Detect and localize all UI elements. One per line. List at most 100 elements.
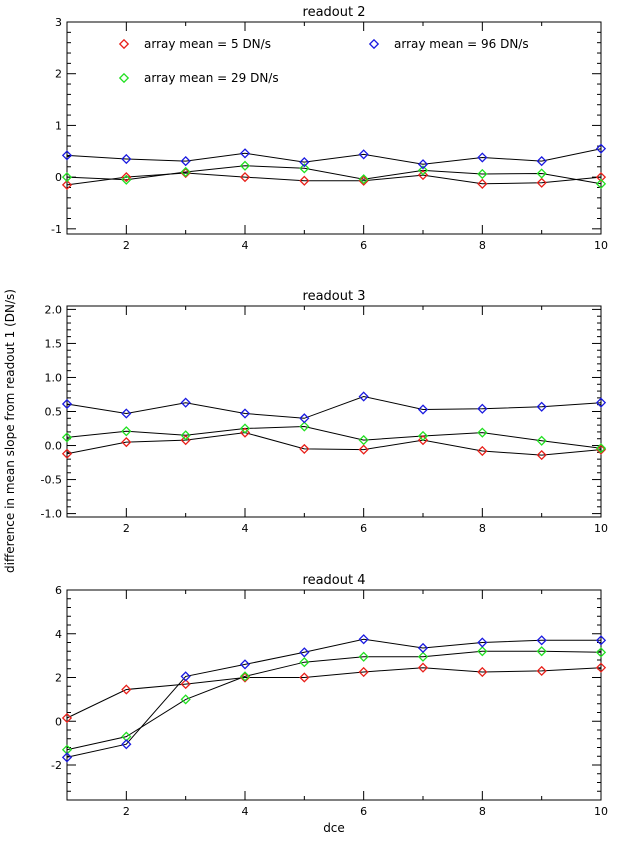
data-point <box>417 642 429 654</box>
y-tick-label: 0 <box>55 171 62 184</box>
data-point <box>595 444 607 455</box>
y-tick-label: 2.0 <box>45 303 63 316</box>
data-point <box>299 413 310 424</box>
data-point <box>595 178 607 189</box>
legend-label: array mean = 96 DN/s <box>394 37 529 51</box>
data-point <box>121 437 132 448</box>
data-point <box>299 421 310 432</box>
data-point <box>239 408 251 419</box>
y-tick-label: 0 <box>55 715 62 728</box>
data-point <box>61 752 73 763</box>
series-line <box>66 395 602 419</box>
data-point <box>536 435 547 446</box>
data-point <box>595 647 607 658</box>
y-tick-label: 4 <box>55 628 62 641</box>
series-line <box>66 650 602 751</box>
data-point <box>299 443 310 455</box>
data-point <box>536 665 547 677</box>
data-point <box>299 672 310 683</box>
legend: array mean = 5 DN/s array mean = 29 DN/s a… <box>118 37 529 85</box>
data-point <box>358 444 369 455</box>
series-line <box>66 165 602 185</box>
data-point <box>180 678 191 690</box>
data-point <box>358 434 369 446</box>
data-point <box>121 739 132 750</box>
y-tick-label: 6 <box>55 584 62 597</box>
data-point <box>536 177 547 188</box>
data-point <box>417 662 429 673</box>
panel-readout-2: readout 2 2 4 6 8 10 -1 0 1 2 3 <box>51 5 608 252</box>
data-point <box>239 659 251 670</box>
legend-marker <box>118 38 130 50</box>
legend-label: array mean = 29 DN/s <box>144 71 279 85</box>
data-point <box>299 157 310 168</box>
y-tick-label: 1.0 <box>45 371 63 384</box>
y-tick-label: -2 <box>51 759 62 772</box>
data-point <box>121 426 132 437</box>
data-point <box>239 172 251 183</box>
data-point <box>239 148 251 159</box>
data-point <box>417 404 429 415</box>
x-tick-label: 10 <box>594 239 608 252</box>
data-point <box>239 160 251 171</box>
data-point <box>477 152 488 163</box>
data-point <box>121 153 132 165</box>
data-point <box>595 635 607 646</box>
data-point <box>417 165 429 176</box>
data-point <box>121 408 132 419</box>
data-point <box>180 397 191 408</box>
data-point <box>536 168 547 179</box>
x-tick-label: 8 <box>479 522 486 535</box>
y-tick-label: 2 <box>55 68 62 81</box>
x-axis-label: dce <box>323 821 345 835</box>
plot-frame <box>66 305 602 518</box>
x-tick-label: 4 <box>242 239 249 252</box>
data-point <box>239 672 251 683</box>
data-point <box>477 168 488 180</box>
series-line <box>66 148 602 165</box>
data-point <box>595 172 607 183</box>
data-point <box>180 430 191 441</box>
data-point <box>358 175 369 186</box>
legend-marker <box>118 72 130 84</box>
x-tick-label: 6 <box>360 805 367 818</box>
y-tick-label: 0.5 <box>45 406 63 419</box>
panel-readout-3: readout 3 2 4 6 8 10 -1.0 -0.5 0.0 0.5 1.0 1.5 2.0 <box>41 289 608 535</box>
data-point <box>299 175 310 186</box>
x-tick-label: 6 <box>360 239 367 252</box>
data-point <box>536 155 547 167</box>
data-point <box>417 651 429 662</box>
panel-readout-4: readout 4 2 4 6 8 10 -2 0 2 4 6 <box>51 573 608 818</box>
data-point <box>477 646 488 657</box>
data-point <box>477 666 488 678</box>
data-point <box>417 169 429 181</box>
x-tick-label: 2 <box>123 805 130 818</box>
legend-label: array mean = 5 DN/s <box>144 37 271 51</box>
plot-frame <box>66 21 602 235</box>
x-tick-label: 2 <box>123 239 130 252</box>
data-point <box>180 694 191 705</box>
data-point <box>299 163 310 174</box>
series-line <box>66 432 602 456</box>
data-point <box>61 150 73 161</box>
data-point <box>358 174 369 185</box>
x-tick-label: 10 <box>594 522 608 535</box>
x-tick-label: 2 <box>123 522 130 535</box>
y-tick-label: 2 <box>55 672 62 685</box>
data-point <box>61 398 73 410</box>
y-tick-label: 1.5 <box>45 337 63 350</box>
y-tick-label: 0.0 <box>45 440 63 453</box>
data-point <box>595 397 607 408</box>
y-tick-label: -0.5 <box>41 474 62 487</box>
x-tick-label: 8 <box>479 239 486 252</box>
data-point <box>477 178 488 189</box>
panel-title: readout 2 <box>303 5 366 20</box>
data-point <box>595 443 607 454</box>
series-line <box>66 425 602 449</box>
data-point <box>358 149 369 160</box>
data-point <box>121 172 132 183</box>
panel-title: readout 4 <box>303 573 366 588</box>
data-point <box>121 174 132 185</box>
data-point <box>61 432 73 443</box>
data-point <box>595 143 607 154</box>
